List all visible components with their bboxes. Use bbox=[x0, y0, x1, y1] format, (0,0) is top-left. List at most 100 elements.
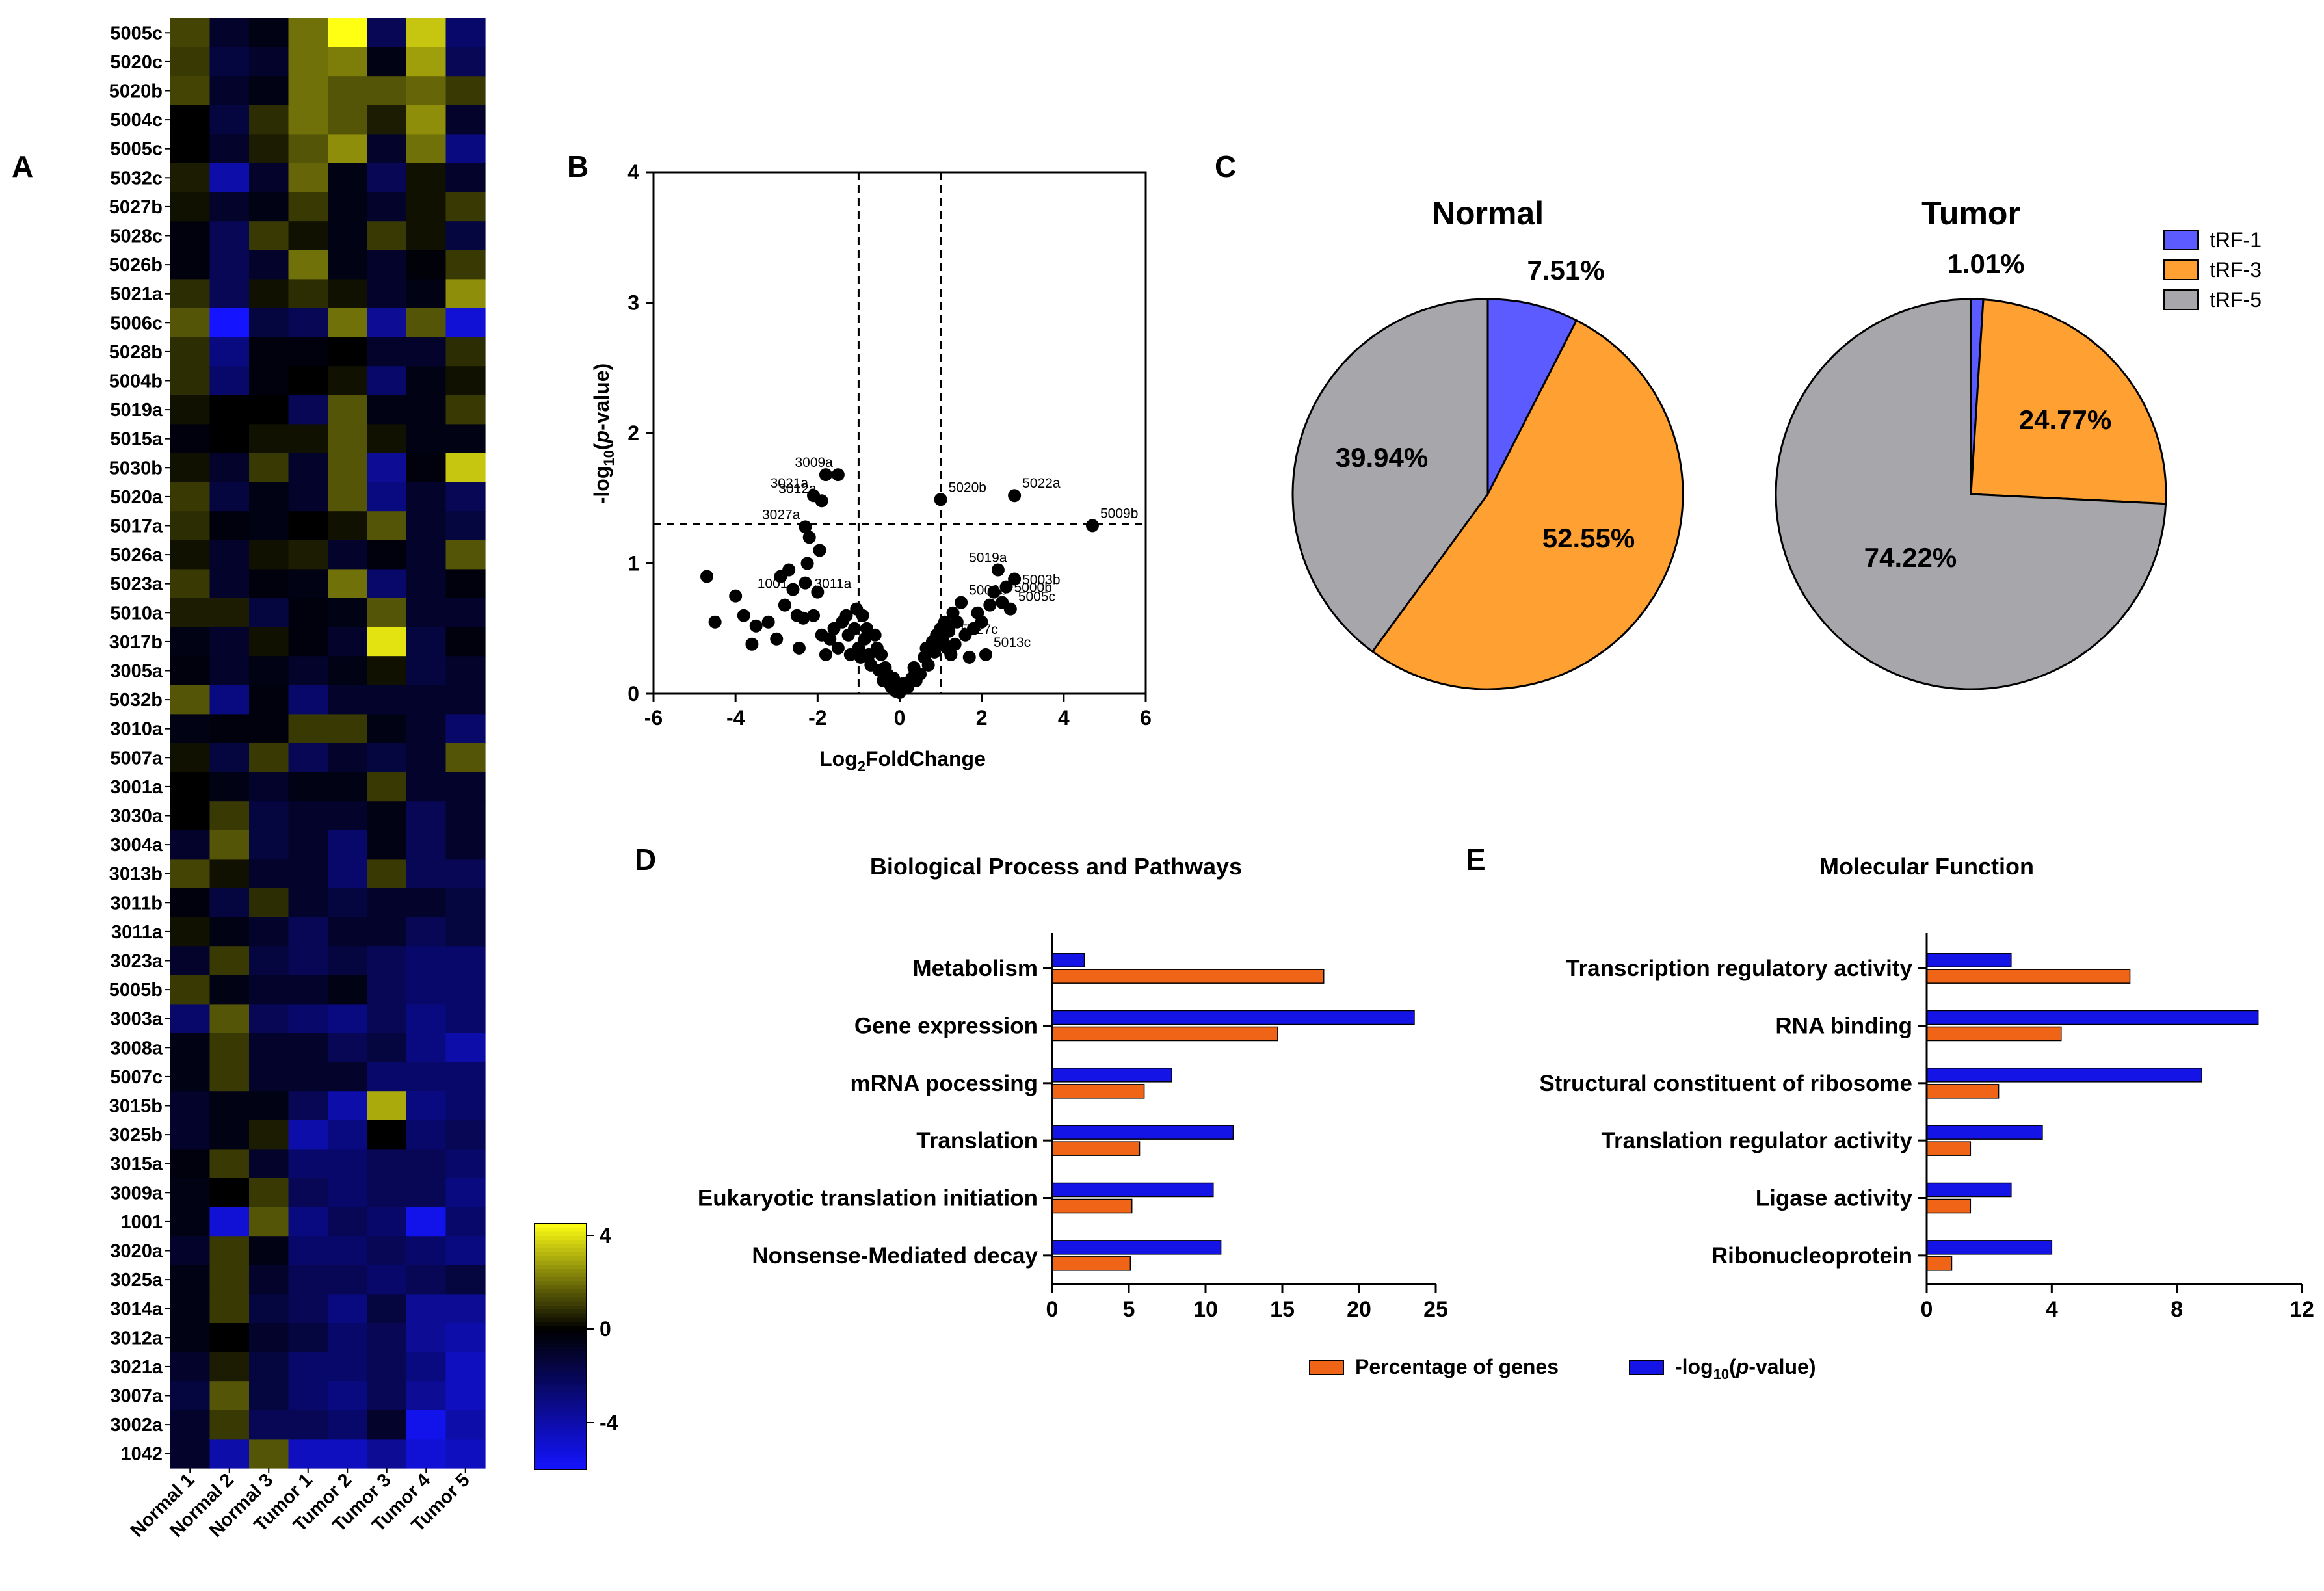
colorbar-segment bbox=[535, 1334, 587, 1339]
colorbar-segment bbox=[535, 1436, 587, 1441]
heatmap-row-label: 5005c bbox=[110, 139, 163, 160]
heatmap-cell bbox=[288, 1439, 328, 1469]
heatmap-cell bbox=[406, 1091, 447, 1121]
volcano-ylabel-pre: -log bbox=[590, 466, 613, 505]
heatmap-row-label: 3005a bbox=[110, 661, 163, 682]
bar-category-label: Metabolism bbox=[912, 956, 1038, 981]
colorbar-segment bbox=[535, 1326, 587, 1331]
bar-category-label: Transcription regulatory activity bbox=[1566, 956, 1912, 981]
volcano-point bbox=[1003, 602, 1017, 616]
heatmap-cell bbox=[209, 888, 250, 918]
heatmap-cell bbox=[328, 830, 368, 860]
pie-slice-label: 7.51% bbox=[1527, 255, 1604, 285]
volcano-point bbox=[800, 557, 814, 570]
panel-label-a: A bbox=[12, 150, 33, 183]
heatmap-cell bbox=[328, 1381, 368, 1411]
volcano-xlabel-sub: 2 bbox=[858, 758, 865, 774]
heatmap-cell bbox=[328, 1033, 368, 1063]
heatmap-cell bbox=[209, 76, 250, 106]
heatmap-cell bbox=[328, 1439, 368, 1469]
volcano-point bbox=[819, 468, 832, 482]
heatmap-cell bbox=[328, 279, 368, 309]
heatmap-row-label: 3003a bbox=[110, 1009, 163, 1030]
volcano-point bbox=[979, 648, 992, 661]
bar-x-tick-label: 20 bbox=[1347, 1297, 1371, 1322]
heatmap-row-label: 3011b bbox=[110, 893, 163, 914]
heatmap-cell bbox=[367, 482, 407, 512]
heatmap-cell bbox=[209, 337, 250, 367]
heatmap-cell bbox=[288, 105, 328, 135]
heatmap-cell bbox=[209, 1236, 250, 1266]
colorbar-frame bbox=[534, 1223, 587, 1470]
heatmap-cell bbox=[249, 47, 289, 77]
volcano-point bbox=[858, 632, 871, 646]
volcano-point bbox=[856, 609, 869, 622]
heatmap-cell bbox=[249, 76, 289, 106]
bar-x-tick-label: 25 bbox=[1423, 1297, 1448, 1322]
heatmap-cell bbox=[170, 540, 211, 570]
volcano-ylabel-open: ( bbox=[590, 443, 613, 450]
colorbar-segment bbox=[535, 1399, 587, 1404]
heatmap-cell bbox=[445, 1149, 486, 1179]
heatmap-cell bbox=[288, 598, 328, 628]
heatmap-cell bbox=[328, 395, 368, 425]
volcano-point bbox=[700, 570, 714, 583]
heatmap-cell bbox=[209, 1352, 250, 1382]
volcano-point bbox=[813, 544, 826, 557]
heatmap-cell bbox=[170, 1033, 211, 1063]
heatmap-cell bbox=[406, 1410, 447, 1440]
heatmap-cell bbox=[170, 1352, 211, 1382]
heatmap-cell bbox=[249, 1120, 289, 1150]
heatmap-cell bbox=[249, 714, 289, 744]
heatmap-row-label: 3015b bbox=[109, 1096, 163, 1117]
volcano-xlabel-main: Log bbox=[819, 747, 858, 770]
volcano-point bbox=[819, 648, 832, 661]
heatmap-row-label: 5020b bbox=[109, 81, 163, 102]
bar bbox=[1926, 1240, 2053, 1255]
heatmap-cell bbox=[367, 424, 407, 454]
volcano-point-label: 3012a bbox=[778, 481, 817, 496]
heatmap-cell bbox=[249, 917, 289, 947]
bar-chart-title: Biological Process and Pathways bbox=[870, 853, 1242, 880]
volcano-point bbox=[955, 596, 968, 609]
bar-x-tick-label: 0 bbox=[1921, 1297, 1933, 1322]
heatmap-cell bbox=[209, 1178, 250, 1208]
colorbar-segment bbox=[535, 1465, 587, 1470]
volcano-point bbox=[792, 641, 806, 655]
heatmap-cell bbox=[406, 511, 447, 541]
heatmap-cell bbox=[288, 192, 328, 222]
volcano-point bbox=[999, 580, 1013, 594]
heatmap-panel: 5005c 5020c 5020b 5004c 5005c 5032c 5027b 5028c… bbox=[109, 18, 486, 1542]
colorbar-segment bbox=[535, 1330, 587, 1335]
heatmap-cell bbox=[249, 1149, 289, 1179]
heatmap-cell bbox=[249, 1323, 289, 1353]
heatmap-cell bbox=[249, 163, 289, 193]
heatmap-cell bbox=[249, 1033, 289, 1063]
heatmap-cell bbox=[328, 76, 368, 106]
bar bbox=[1051, 1125, 1234, 1140]
bar-x-tick-label: 5 bbox=[1123, 1297, 1135, 1322]
heatmap-cell bbox=[209, 366, 250, 396]
heatmap-cell bbox=[367, 569, 407, 599]
bar bbox=[1926, 1068, 2202, 1083]
heatmap-cell bbox=[406, 1207, 447, 1237]
heatmap-cell bbox=[249, 1265, 289, 1295]
heatmap-cell bbox=[367, 1410, 407, 1440]
colorbar-segment bbox=[535, 1313, 587, 1319]
heatmap-cell bbox=[328, 192, 368, 222]
heatmap-cell bbox=[249, 743, 289, 773]
heatmap-cell bbox=[406, 540, 447, 570]
heatmap-cell bbox=[328, 1323, 368, 1353]
heatmap-cell bbox=[170, 1120, 211, 1150]
heatmap-cell bbox=[249, 830, 289, 860]
legend-label-orange: Percentage of genes bbox=[1355, 1355, 1559, 1378]
heatmap-cell bbox=[170, 308, 211, 338]
colorbar-segment bbox=[535, 1224, 587, 1229]
heatmap-row-label: 3025a bbox=[110, 1270, 163, 1291]
bar bbox=[1051, 1141, 1141, 1156]
heatmap-cell bbox=[170, 917, 211, 947]
heatmap-cell bbox=[209, 830, 250, 860]
heatmap-cell bbox=[288, 1149, 328, 1179]
heatmap-cell bbox=[445, 424, 486, 454]
volcano-point bbox=[1085, 519, 1099, 533]
